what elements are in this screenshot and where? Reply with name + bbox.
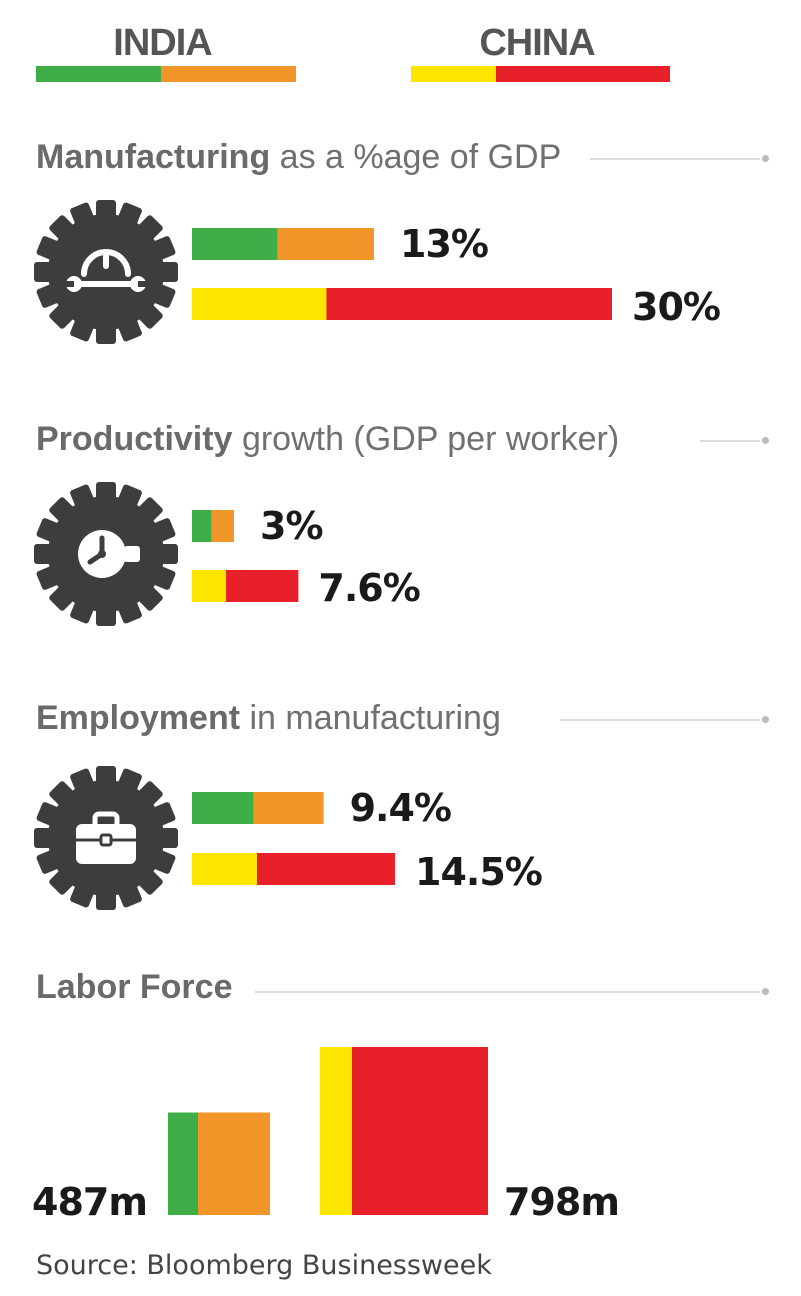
value-label-india: 9.4% <box>349 786 452 830</box>
china-bar-secondary <box>326 288 612 320</box>
bar-row-china <box>192 853 395 885</box>
china-column-primary <box>320 1047 352 1215</box>
bar-row-china <box>192 570 299 602</box>
legend-india-secondary <box>161 66 296 82</box>
legend-china-secondary <box>496 66 670 82</box>
legend-india-swatch <box>36 66 296 82</box>
legend-china-label: CHINA <box>479 22 595 64</box>
section-title-rest: as a %age of GDP <box>279 138 562 176</box>
value-label-india: 13% <box>400 222 489 266</box>
section-title-rest: growth (GDP per worker) <box>241 420 620 458</box>
india-bar-primary <box>192 228 278 260</box>
value-label-china: 7.6% <box>318 566 420 610</box>
china-bar-secondary <box>256 853 395 885</box>
value-label-india-labor-force: 487m <box>32 1180 148 1224</box>
legend-india-label: INDIA <box>113 22 212 64</box>
legend-china-primary <box>411 66 496 82</box>
legend-china-swatch <box>411 66 670 82</box>
section-title-bold: Manufacturing <box>36 138 271 176</box>
value-label-china: 30% <box>632 285 721 329</box>
india-bar-secondary <box>211 510 234 542</box>
value-label-china: 14.5% <box>415 850 543 894</box>
india-bar-secondary <box>253 792 324 824</box>
bar-china-employment <box>192 853 395 885</box>
india-bar-primary <box>192 792 254 824</box>
column-india-labor-force <box>168 1112 270 1215</box>
section-title-manufacturing: Manufacturing as a %age of GDP <box>36 138 568 177</box>
legend-india-primary <box>36 66 161 82</box>
section-title-labor-force: Labor Force <box>36 968 239 1007</box>
source-note: Source: Bloomberg Businessweek <box>36 1250 492 1281</box>
section-rule <box>590 158 760 160</box>
bar-row-china <box>192 288 612 320</box>
column-india-labor-force-wrap <box>168 1045 270 1215</box>
bar-china-productivity <box>192 570 299 602</box>
china-bar-primary <box>192 853 257 885</box>
section-rule <box>700 440 760 442</box>
india-bar-primary <box>192 510 212 542</box>
gear-with-wrench-icon <box>32 198 180 346</box>
section-rule-dot <box>762 988 769 995</box>
value-label-india: 3% <box>260 504 324 548</box>
bar-row-india <box>192 792 324 824</box>
column-china-labor-force <box>320 1047 488 1215</box>
india-column-primary <box>168 1112 198 1215</box>
section-rule <box>255 991 760 993</box>
bar-india-manufacturing <box>192 228 374 260</box>
bar-india-productivity <box>192 510 234 542</box>
section-rule-dot <box>762 437 769 444</box>
india-bar-secondary <box>277 228 374 260</box>
bar-india-employment <box>192 792 324 824</box>
gear-with-briefcase-icon <box>32 764 180 912</box>
section-rule-dot <box>762 716 769 723</box>
china-bar-primary <box>192 288 327 320</box>
section-title-rest: in manufacturing <box>249 699 501 737</box>
section-rule-dot <box>762 155 769 162</box>
section-title-bold: Productivity <box>36 420 233 458</box>
value-label-china-labor-force: 798m <box>504 1180 620 1224</box>
china-column-secondary <box>352 1047 488 1215</box>
section-title-bold: Labor Force <box>36 968 233 1006</box>
china-bar-primary <box>192 570 227 602</box>
section-title-employment: Employment in manufacturing <box>36 699 507 738</box>
section-rule <box>560 719 760 721</box>
bar-row-india <box>192 228 374 260</box>
column-china-labor-force-wrap <box>320 1045 488 1215</box>
india-column-secondary <box>198 1112 270 1215</box>
bar-china-manufacturing <box>192 288 612 320</box>
china-bar-secondary <box>226 570 299 602</box>
section-title-bold: Employment <box>36 699 241 737</box>
gear-with-clock-icon <box>32 480 180 628</box>
bar-row-india <box>192 510 234 542</box>
section-title-productivity: Productivity growth (GDP per worker) <box>36 420 626 459</box>
